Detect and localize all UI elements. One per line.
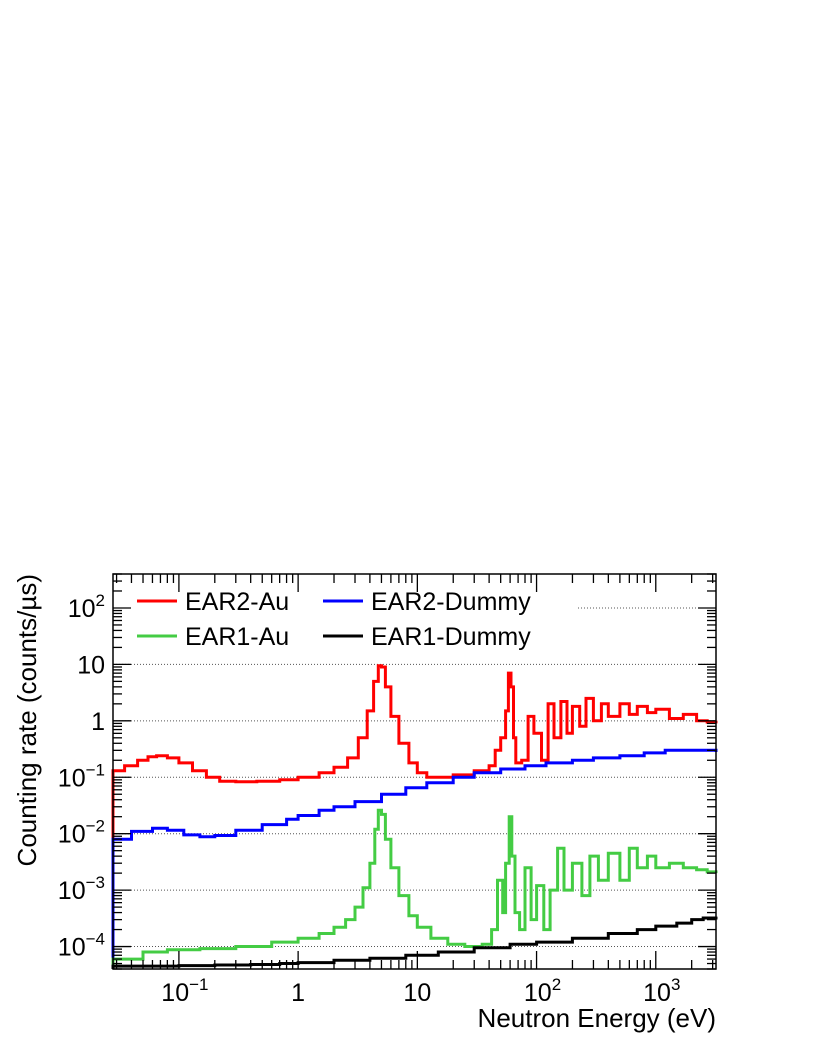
y-tick-label-base: 10 — [58, 934, 86, 962]
y-tick-label-exponent: 2 — [96, 591, 105, 610]
y-tick-label-base: 10 — [58, 877, 86, 905]
x-tick-label-base: 10 — [524, 979, 552, 1007]
grid-lines — [113, 607, 716, 948]
y-tick-label: 102 — [68, 591, 105, 623]
y-tick-label-exponent: −2 — [86, 817, 105, 836]
y-tick-label: 10−1 — [58, 760, 105, 792]
y-tick-label: 10−4 — [58, 930, 105, 962]
x-tick-label: 10−1 — [161, 975, 208, 1007]
y-tick-label-base: 10 — [68, 595, 96, 623]
y-tick-label-base: 10 — [58, 821, 86, 849]
series-layer — [111, 664, 718, 969]
series-line-ear1-dummy — [111, 916, 718, 969]
series-line-ear1-au — [111, 808, 718, 969]
legend-label-ear2-au: EAR2-Au — [185, 588, 289, 616]
x-tick-label: 1 — [291, 979, 305, 1007]
y-tick-label: 10 — [77, 651, 105, 679]
x-tick-label-exponent: 3 — [671, 975, 680, 994]
x-tick-label: 102 — [524, 975, 561, 1007]
series-line-ear2-au — [111, 664, 718, 969]
y-tick-label-exponent: −1 — [86, 760, 105, 779]
x-tick-label: 103 — [643, 975, 680, 1007]
axis-ticks — [113, 573, 716, 970]
y-tick-label-exponent: −3 — [86, 873, 105, 892]
y-tick-label-exponent: −4 — [86, 930, 105, 949]
y-tick-label: 10−2 — [58, 817, 105, 849]
x-tick-label-base: 10 — [643, 979, 671, 1007]
x-tick-label-exponent: −1 — [189, 975, 208, 994]
x-tick-label: 10 — [403, 979, 431, 1007]
y-tick-label-base: 10 — [58, 764, 86, 792]
legend-label-ear1-dummy: EAR1-Dummy — [371, 623, 531, 651]
legend-label-ear1-au: EAR1-Au — [185, 623, 289, 651]
x-axis-title: Neutron Energy (eV) — [478, 1003, 716, 1033]
x-tick-label-exponent: 2 — [552, 975, 561, 994]
legend-label-ear2-dummy: EAR2-Dummy — [371, 588, 531, 616]
y-tick-label-base: 1 — [91, 708, 105, 736]
plot-frame — [112, 573, 717, 970]
x-tick-label-base: 10 — [403, 979, 431, 1007]
series-line-ear2-dummy — [111, 748, 718, 969]
y-tick-label: 1 — [91, 708, 105, 736]
y-axis-title: Counting rate (counts/µs) — [12, 574, 42, 866]
legend: EAR2-Au EAR2-Dummy EAR1-Au EAR1-Dummy — [137, 588, 531, 651]
y-tick-label-base: 10 — [77, 651, 105, 679]
x-tick-label-base: 10 — [161, 979, 189, 1007]
x-tick-label-base: 1 — [291, 979, 305, 1007]
y-tick-label: 10−3 — [58, 873, 105, 905]
